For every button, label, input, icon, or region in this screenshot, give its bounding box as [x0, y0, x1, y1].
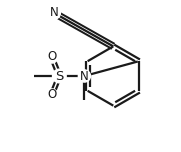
- Circle shape: [78, 70, 90, 82]
- Text: S: S: [55, 69, 64, 83]
- Text: O: O: [47, 88, 56, 102]
- Text: N: N: [80, 69, 89, 83]
- Circle shape: [46, 51, 58, 63]
- Circle shape: [46, 89, 58, 101]
- Text: O: O: [47, 50, 56, 64]
- Circle shape: [48, 7, 60, 19]
- Text: N: N: [50, 6, 58, 19]
- Circle shape: [52, 69, 66, 83]
